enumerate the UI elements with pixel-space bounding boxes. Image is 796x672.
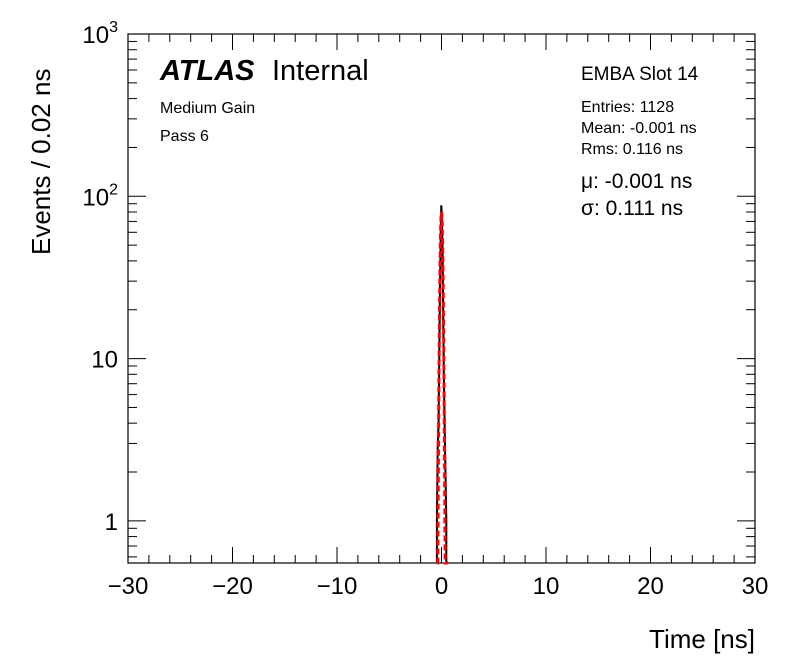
gain-label: Medium Gain	[160, 100, 255, 117]
fit-mu-label: μ: -0.001 ns	[581, 170, 692, 193]
fit-curve	[436, 211, 448, 565]
x-tick-label: −20	[212, 573, 253, 600]
y-tick-label: 1	[105, 509, 118, 536]
x-tick-label: 0	[435, 573, 448, 600]
y-tick-label: 10	[91, 347, 118, 374]
pass-label: Pass 6	[160, 128, 209, 145]
x-axis-label: Time [ns]	[649, 624, 755, 654]
y-axis-label: Events / 0.02 ns	[26, 69, 56, 255]
module-label: EMBA Slot 14	[581, 64, 699, 85]
series-layer	[435, 205, 448, 565]
entries-label: Entries: 1128	[581, 99, 674, 116]
x-tick-label: −30	[108, 573, 149, 600]
atlas-label: ATLAS	[159, 55, 255, 87]
x-tick-label: 20	[637, 573, 664, 600]
y-axis: 1 10 102 103	[82, 19, 755, 558]
x-tick-label: −10	[317, 573, 358, 600]
y-tick-label: 102	[82, 181, 118, 211]
x-tick-label: 10	[533, 573, 560, 600]
mean-label: Mean: -0.001 ns	[581, 120, 697, 137]
y-tick-label: 103	[82, 19, 118, 49]
x-axis: −30 −20 −10 0 10 20 30	[108, 34, 769, 600]
rms-label: Rms: 0.116 ns	[581, 141, 683, 158]
internal-label: Internal	[272, 55, 369, 87]
fit-sigma-label: σ: 0.111 ns	[581, 197, 683, 220]
x-tick-label: 30	[742, 573, 769, 600]
